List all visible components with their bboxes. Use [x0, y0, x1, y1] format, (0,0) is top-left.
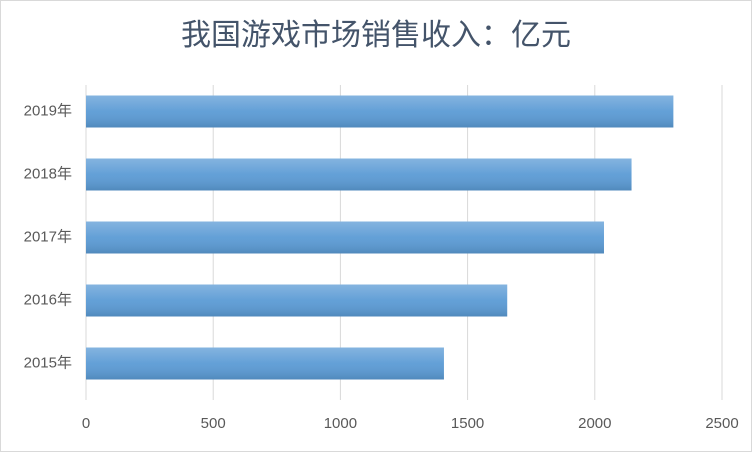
bar-shade — [86, 95, 674, 128]
bar-shade — [86, 347, 444, 380]
x-tick-label: 2000 — [578, 415, 611, 432]
y-tick-label: 2018年 — [24, 165, 72, 182]
y-tick-label: 2019年 — [24, 102, 72, 119]
x-tick-label: 2500 — [705, 415, 738, 432]
x-tick-label: 1500 — [451, 415, 484, 432]
y-tick-label: 2016年 — [24, 291, 72, 308]
x-tick-label: 500 — [201, 415, 226, 432]
bar-shade — [86, 284, 508, 317]
bar-shade — [86, 221, 604, 254]
x-tick-label: 0 — [82, 415, 90, 432]
y-tick-label: 2015年 — [24, 354, 72, 371]
chart-title: 我国游戏市场销售收入：亿元 — [181, 19, 571, 52]
bar-shade — [86, 158, 632, 191]
x-tick-label: 1000 — [324, 415, 357, 432]
y-tick-label: 2017年 — [24, 228, 72, 245]
